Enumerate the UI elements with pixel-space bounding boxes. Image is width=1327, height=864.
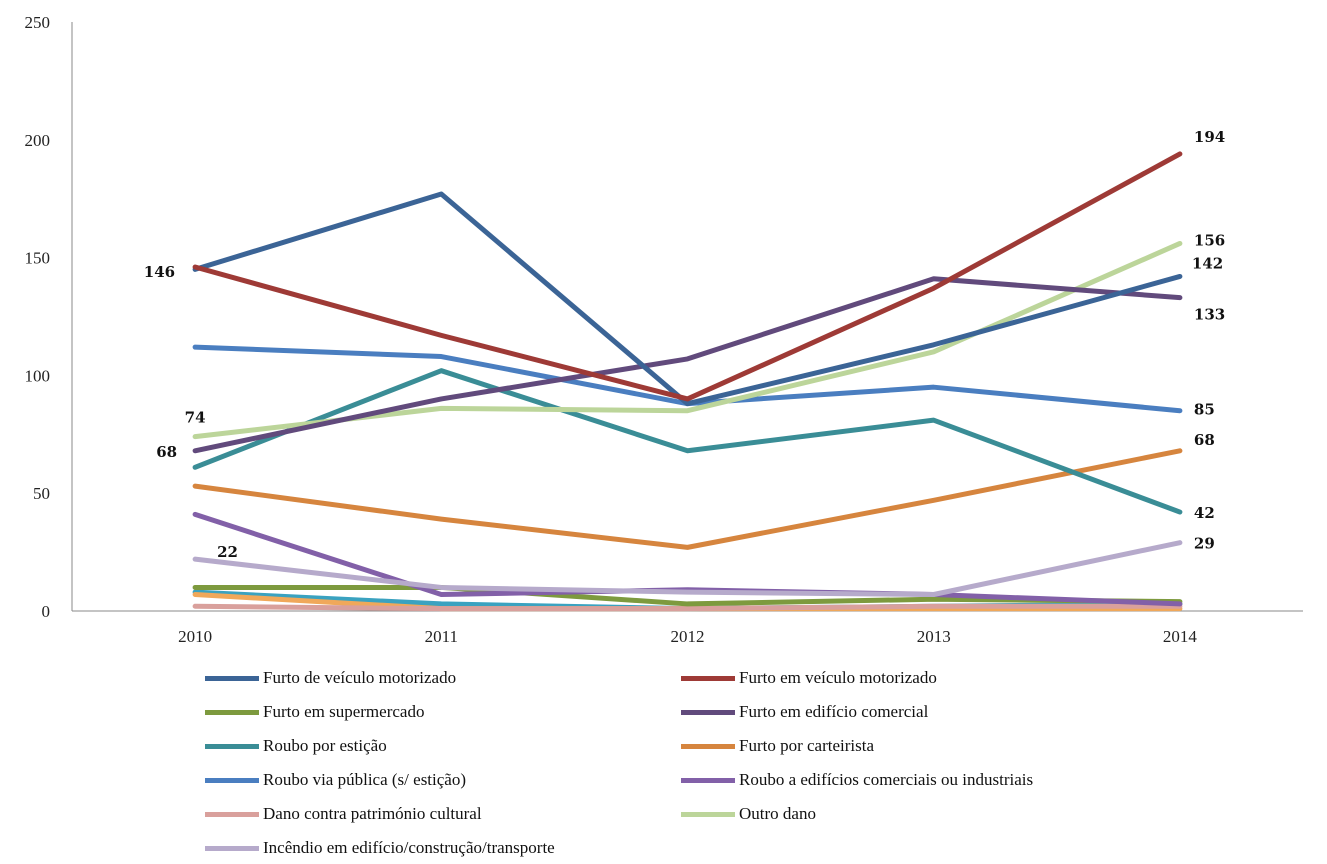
y-tick-label: 150 (25, 249, 51, 268)
legend: Furto de veículo motorizado Furto em veíc… (205, 662, 1205, 864)
y-tick-label: 250 (25, 13, 51, 32)
data-label: 68 (156, 443, 177, 461)
data-label: 146 (144, 263, 175, 281)
series-line-1 (192, 151, 1183, 402)
x-tick-label: 2012 (671, 627, 705, 646)
legend-label: Furto por carteirista (739, 736, 875, 755)
series-lines (192, 151, 1183, 612)
legend-swatch (681, 811, 735, 817)
series-line-8 (192, 603, 1183, 612)
y-tick-label: 100 (25, 366, 51, 385)
legend-item: Roubo via pública (s/ estição) (205, 764, 681, 796)
line-chart: 0 50 100 150 200 250 2010 2011 2012 2013 2014 142… (25, 13, 1303, 646)
legend-item: Furto em veículo motorizado (681, 662, 1161, 694)
legend-label: Furto de veículo motorizado (263, 668, 457, 687)
legend-swatch (205, 845, 259, 851)
data-label: 74 (185, 409, 206, 427)
y-tick-label: 0 (42, 602, 51, 621)
legend-swatch (205, 743, 259, 749)
series-line-10 (192, 540, 1183, 598)
legend-swatch (681, 777, 735, 783)
data-label: 22 (217, 543, 238, 561)
legend-item: Furto em supermercado (205, 696, 681, 728)
y-tick-label: 50 (33, 484, 50, 503)
legend-label: Roubo por estição (263, 736, 387, 755)
legend-swatch (681, 675, 735, 681)
x-tick-label: 2011 (425, 627, 458, 646)
data-label: 133 (1194, 306, 1225, 324)
data-label: 42 (1194, 504, 1215, 522)
legend-label: Furto em veículo motorizado (739, 668, 937, 687)
x-tick-label: 2014 (1163, 627, 1198, 646)
series-line-5 (192, 448, 1183, 550)
legend-item: Outro dano (681, 798, 1161, 830)
data-labels: 142 146 194 68 133 42 68 85 74 156 22 29 (144, 128, 1225, 561)
y-axis-ticks: 0 50 100 150 200 250 (25, 13, 51, 621)
legend-label: Outro dano (739, 804, 816, 823)
legend-swatch (681, 709, 735, 715)
legend-item: Furto por carteirista (681, 730, 1161, 762)
legend-item: Furto em edifício comercial (681, 696, 1161, 728)
data-label: 85 (1194, 401, 1215, 419)
data-label: 142 (1192, 254, 1223, 272)
legend-label: Incêndio em edifício/construção/transpor… (263, 838, 555, 857)
x-tick-label: 2010 (178, 627, 212, 646)
legend-swatch (681, 743, 735, 749)
legend-swatch (205, 675, 259, 681)
legend-label: Roubo via pública (s/ estição) (263, 770, 467, 789)
legend-item: Furto de veículo motorizado (205, 662, 681, 694)
legend-item: Incêndio em edifício/construção/transpor… (205, 832, 681, 864)
series-line-3 (192, 276, 1183, 454)
x-tick-label: 2013 (917, 627, 951, 646)
legend-label: Furto em supermercado (263, 702, 425, 721)
legend-item: Dano contra património cultural (205, 798, 681, 830)
legend-swatch (205, 811, 259, 817)
series-line-0 (192, 191, 1183, 407)
legend-label: Dano contra património cultural (263, 804, 482, 823)
legend-swatch (205, 709, 259, 715)
legend-swatch (205, 777, 259, 783)
series-line-4 (192, 368, 1183, 515)
legend-item: Roubo por estição (205, 730, 681, 762)
y-tick-label: 200 (25, 131, 51, 150)
data-label: 68 (1194, 431, 1215, 449)
data-label: 194 (1194, 128, 1225, 146)
legend-item: Roubo a edifícios comerciais ou industri… (681, 764, 1161, 796)
x-axis-ticks: 2010 2011 2012 2013 2014 (178, 627, 1197, 646)
chart-axes (71, 22, 1303, 612)
data-label: 156 (1194, 231, 1225, 249)
legend-label: Roubo a edifícios comerciais ou industri… (739, 770, 1034, 789)
data-label: 29 (1194, 535, 1215, 553)
legend-label: Furto em edifício comercial (739, 702, 929, 721)
